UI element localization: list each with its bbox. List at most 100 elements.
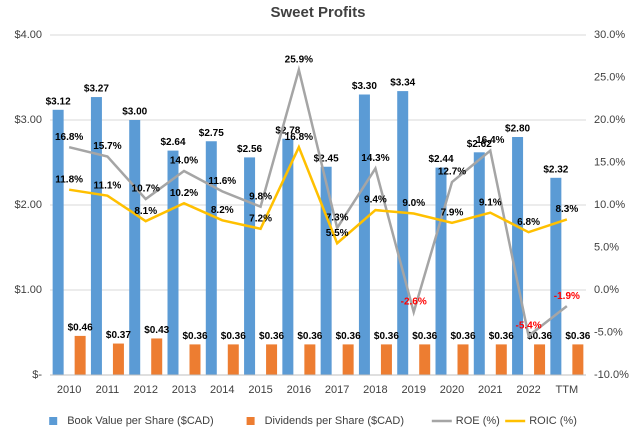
bar (304, 344, 316, 375)
bar (227, 344, 239, 375)
value-label: $0.36 (450, 331, 475, 342)
x-tick-label: 2016 (287, 384, 311, 396)
bar (435, 167, 447, 375)
y2-tick-label: 15.0% (594, 156, 625, 168)
value-label: $3.12 (46, 96, 71, 107)
x-tick-label: 2018 (363, 384, 387, 396)
value-label: 11.6% (208, 176, 236, 187)
bar (457, 344, 469, 375)
value-label: $0.36 (565, 331, 590, 342)
x-tick-label: TTM (556, 384, 579, 396)
value-label: 8.1% (134, 206, 157, 217)
value-label: $0.36 (297, 331, 322, 342)
bar (534, 344, 546, 375)
value-label: 16.8% (55, 132, 83, 143)
value-label: 9.0% (402, 198, 425, 209)
value-label: 7.2% (249, 213, 272, 224)
value-label: 10.7% (132, 184, 160, 195)
value-label: 6.8% (517, 217, 540, 228)
value-label: 10.2% (170, 188, 198, 199)
value-label: -2.6% (401, 297, 427, 308)
bar (419, 344, 431, 375)
x-tick-label: 2021 (478, 384, 502, 396)
y2-tick-label: 30.0% (594, 29, 625, 41)
y2-tick-label: 20.0% (594, 114, 625, 126)
value-label: 9.8% (249, 191, 272, 202)
legend-label: ROE (%) (456, 415, 500, 427)
y2-tick-label: -5.0% (594, 326, 623, 338)
legend-swatch (49, 417, 58, 425)
x-tick-label: 2015 (248, 384, 272, 396)
line-series (68, 144, 568, 246)
y2-tick-label: 0.0% (594, 284, 619, 296)
bar (572, 344, 584, 375)
value-label: $3.00 (122, 107, 147, 118)
value-label: 8.3% (555, 204, 578, 215)
value-label: 11.8% (55, 174, 83, 185)
value-label: $3.30 (352, 81, 377, 92)
bar (112, 343, 124, 375)
value-label: 11.1% (94, 180, 122, 191)
value-label: $0.36 (259, 331, 284, 342)
value-label: $0.46 (68, 323, 93, 334)
x-tick-label: 2011 (96, 384, 120, 396)
value-label: 7.9% (441, 207, 464, 218)
y2-tick-label: 5.0% (594, 241, 619, 253)
value-label: 16.4% (476, 135, 504, 146)
value-label: $2.32 (543, 164, 568, 175)
value-label: 15.7% (93, 141, 121, 152)
value-label: -5.4% (516, 321, 542, 332)
value-label: $0.37 (106, 330, 131, 341)
value-label: $2.64 (160, 137, 185, 148)
bar (205, 141, 217, 375)
value-label: 14.0% (170, 156, 198, 167)
bar (380, 344, 392, 375)
bar (282, 138, 294, 375)
y-tick-label: $3.00 (14, 114, 42, 126)
bar (397, 91, 409, 375)
x-tick-label: 2013 (172, 384, 196, 396)
x-tick-label: 2020 (440, 384, 464, 396)
value-label: 9.1% (479, 197, 502, 208)
value-label: $3.27 (84, 84, 109, 95)
value-label: $2.78 (275, 125, 300, 136)
value-label: $0.36 (412, 331, 437, 342)
value-label: $0.36 (489, 331, 514, 342)
bar (512, 137, 524, 375)
y2-tick-label: 25.0% (594, 71, 625, 83)
value-label: 9.4% (364, 195, 387, 206)
bar (266, 344, 278, 375)
legend-swatch (246, 417, 255, 425)
value-label: $2.75 (199, 128, 224, 139)
bar (90, 97, 102, 376)
y2-tick-label: -10.0% (594, 369, 629, 381)
x-tick-label: 2010 (57, 384, 81, 396)
legend-label: Book Value per Share ($CAD) (67, 415, 214, 427)
value-label: $2.44 (428, 154, 453, 165)
value-label: $2.45 (314, 153, 339, 164)
legend-label: Dividends per Share ($CAD) (265, 415, 404, 427)
value-label: $2.56 (237, 144, 262, 155)
line-series (68, 64, 568, 339)
bar (74, 335, 86, 375)
value-label: 14.3% (361, 153, 389, 164)
legend-label: ROIC (%) (529, 415, 577, 427)
value-label: $0.36 (374, 331, 399, 342)
y-tick-label: $2.00 (14, 199, 42, 211)
value-label: 16.8% (285, 132, 313, 143)
bar (320, 166, 332, 375)
bar (342, 344, 354, 375)
bar (129, 120, 141, 375)
value-label: 12.7% (438, 167, 466, 178)
bar (167, 150, 179, 375)
value-label: 5.5% (326, 228, 349, 239)
x-tick-label: 2022 (516, 384, 540, 396)
value-label: $0.43 (144, 325, 169, 336)
value-label: -1.9% (554, 291, 580, 302)
x-tick-label: 2014 (210, 384, 234, 396)
bar (52, 109, 64, 376)
chart-title: Sweet Profits (270, 4, 365, 21)
value-label: 25.9% (285, 54, 313, 65)
x-tick-label: 2017 (325, 384, 349, 396)
